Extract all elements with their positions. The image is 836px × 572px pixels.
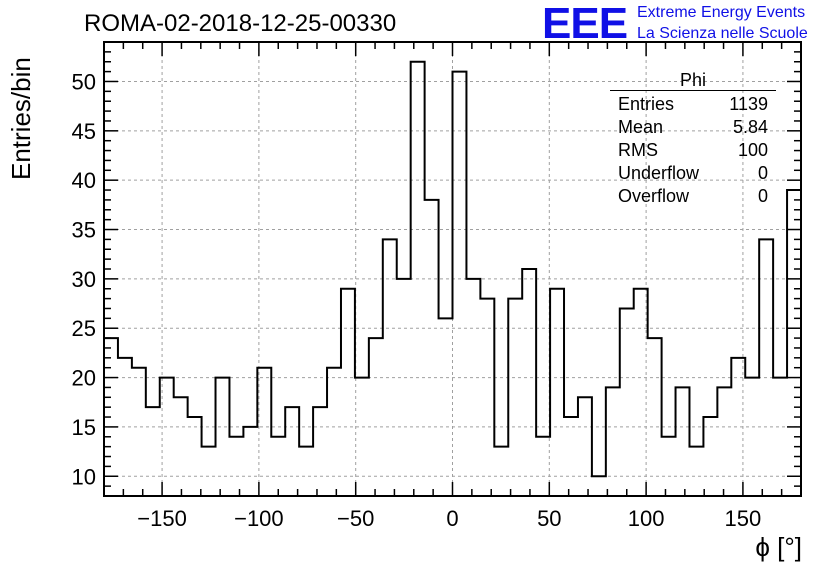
stats-row-overflow: Overflow 0 [610,185,776,208]
stats-box: Phi Entries 1139 Mean 5.84 RMS 100 Under… [610,70,776,208]
stats-row-rms: RMS 100 [610,139,776,162]
y-tick-label: 20 [72,366,96,391]
stats-label: Overflow [618,186,690,206]
x-tick-label: −100 [234,506,284,531]
y-tick-label: 35 [72,218,96,243]
stats-label: Mean [618,117,664,137]
histogram-bin [453,72,467,496]
stats-value: 100 [737,140,768,160]
histogram-bin [299,447,313,496]
x-tick-label: 100 [628,506,665,531]
histogram-bin [313,407,327,496]
histogram-bin [439,318,453,496]
histogram-bin [132,368,146,496]
histogram-bin [773,378,787,496]
histogram-bin [466,279,480,496]
x-tick-label: 150 [725,506,762,531]
histogram-bin [536,437,550,496]
histogram-bin [216,378,230,496]
histogram-bin [425,200,439,496]
x-tick-label: 50 [537,506,561,531]
stats-value: 0 [757,186,768,206]
histogram-bin [745,378,759,496]
histogram-bin [271,437,285,496]
histogram-bin [564,417,578,496]
x-tick-label: −50 [337,506,374,531]
stats-label: Entries [618,94,675,114]
histogram-bin [411,62,425,496]
histogram-bin [620,308,634,496]
histogram-bin [229,437,243,496]
stats-value: 0 [757,163,768,183]
chart-title: ROMA-02-2018-12-25-00330 [84,10,397,37]
histogram-bin [606,387,620,496]
y-tick-label: 50 [72,69,96,94]
histogram-bin [397,279,411,496]
stats-row-mean: Mean 5.84 [610,116,776,139]
histogram-bin [480,299,494,496]
x-axis-label: ϕ [°] [755,532,802,562]
stats-label: RMS [618,140,658,160]
histogram-bin [174,397,188,496]
histogram-bin [188,417,202,496]
histogram-bin [355,378,369,496]
stats-value: 1139 [729,94,768,114]
x-tick-label: −150 [137,506,187,531]
histogram-bin [146,407,160,496]
histogram-outline [103,60,802,496]
histogram-bin [648,338,662,496]
histogram-bin [508,299,522,496]
histogram-bin [578,397,592,496]
histogram-bin [243,427,257,496]
x-tick-label: 0 [446,506,458,531]
stats-value: 5.84 [732,117,768,137]
y-tick-label: 15 [72,415,96,440]
histogram-bin [759,239,773,496]
histogram-bin [550,289,564,496]
y-tick-label: 45 [72,119,96,144]
stats-label: Underflow [618,163,700,183]
histogram-bin [369,338,383,496]
histogram-bin [662,437,676,496]
eee-logo-mark: EEE [542,0,628,48]
histogram-bin [676,387,690,496]
histogram-bin [703,417,717,496]
histogram-bin [592,476,606,496]
y-axis-label: Entries/bin [6,57,36,180]
y-tick-label: 40 [72,168,96,193]
histogram-bin [787,190,801,496]
histogram-bin [494,447,508,496]
histogram-bin [202,447,216,496]
histogram-bin [731,358,745,496]
histogram-bin [689,447,703,496]
histogram-bin [327,368,341,496]
histogram-bin [522,269,536,496]
histogram-bin [634,289,648,496]
histogram-bin [383,239,397,496]
histogram-bin [257,368,271,496]
logo-line-2: La Scienza nelle Scuole [637,25,808,42]
histogram-bin [285,407,299,496]
stats-row-entries: Entries 1139 [610,93,776,116]
histogram-bin [118,358,132,496]
y-tick-label: 25 [72,316,96,341]
y-tick-label: 10 [72,464,96,489]
y-tick-label: 30 [72,267,96,292]
stats-row-underflow: Underflow 0 [610,162,776,185]
logo-line-1: Extreme Energy Events [637,4,806,21]
histogram-bin [160,378,174,496]
stats-title: Phi [610,70,776,91]
histogram-bin [341,289,355,496]
histogram-bin [717,387,731,496]
